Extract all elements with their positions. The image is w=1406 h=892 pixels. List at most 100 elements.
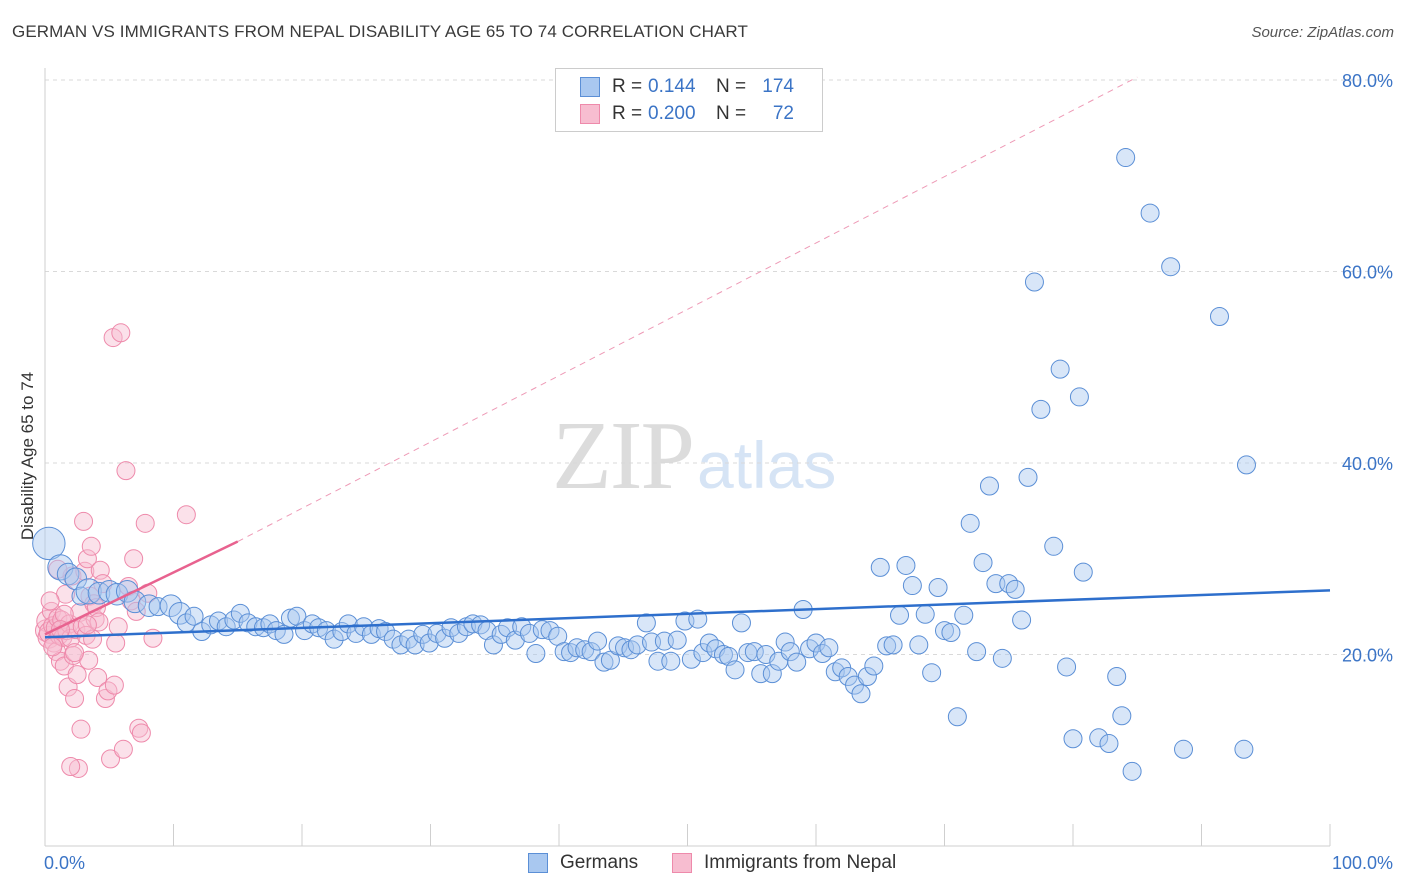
german-point (230, 603, 250, 623)
german-point (744, 642, 764, 662)
german-point (806, 633, 826, 653)
nepal-trend-line (44, 540, 239, 636)
german-point (902, 576, 922, 596)
legend-swatch-nepal (580, 104, 600, 124)
series-label-germans: Germans (560, 852, 639, 873)
german-point (890, 605, 910, 625)
nepal-point (111, 323, 131, 343)
german-point (851, 684, 871, 704)
german-point (857, 667, 877, 687)
legend-r-value: 0.200 (648, 103, 696, 124)
watermark: ZIPatlas (552, 400, 836, 512)
nepal-point (124, 549, 144, 569)
german-point (1024, 272, 1044, 292)
german-point (941, 622, 961, 642)
german-point (667, 630, 687, 650)
german-point (1107, 667, 1127, 687)
german-point (636, 613, 656, 633)
german-point (588, 631, 608, 651)
german-point (762, 664, 782, 684)
german-point (1116, 148, 1136, 168)
german-point (1089, 728, 1109, 748)
german-point (1161, 257, 1181, 277)
y-tick-label: 40.0% (1342, 454, 1393, 474)
german-point (519, 623, 539, 643)
german-point (376, 622, 396, 642)
german-point (877, 636, 897, 656)
nepal-point (101, 749, 121, 769)
german-point (581, 642, 601, 662)
german-point (391, 635, 411, 655)
watermark-atlas: atlas (697, 428, 837, 502)
german-point (184, 606, 204, 626)
nepal-point (71, 719, 91, 739)
legend-n-label: N = (716, 76, 747, 97)
series-legend: Germans Immigrants from Nepal (0, 852, 1406, 878)
nepal-point (74, 511, 94, 531)
chart-title: GERMAN VS IMMIGRANTS FROM NEPAL DISABILI… (12, 22, 748, 41)
german-point (1174, 739, 1194, 759)
german-point (960, 513, 980, 533)
german-point (947, 707, 967, 727)
german-point (608, 636, 628, 656)
german-point (594, 652, 614, 672)
german-point (973, 553, 993, 573)
german-point (1057, 657, 1077, 677)
german-point (1063, 729, 1083, 749)
german-point (954, 605, 974, 625)
german-point (1012, 610, 1032, 630)
legend-r-value: 0.144 (648, 76, 696, 97)
german-point (1236, 455, 1256, 475)
legend-n-value: 174 (762, 76, 794, 97)
axes (44, 68, 1331, 847)
nepal-point (88, 667, 108, 687)
german-point (567, 638, 587, 658)
german-point (159, 594, 183, 617)
german-point (909, 635, 929, 655)
german-point (1112, 706, 1132, 726)
german-point (526, 644, 546, 664)
german-point (731, 613, 751, 633)
german-point (896, 555, 916, 575)
german-point (787, 652, 807, 672)
german-point (979, 476, 999, 496)
nepal-trend-dashed (237, 76, 1138, 542)
series-legend-nepal[interactable]: Immigrants from Nepal (672, 852, 896, 874)
axis-labels: 20.0% 40.0% 60.0% 80.0% 0.0% 100.0% Disability… (18, 71, 1393, 873)
nepal-point (68, 758, 88, 778)
german-point (405, 635, 425, 655)
nepal-point (75, 561, 95, 581)
nepal-point (108, 617, 128, 637)
legend-row-germans: R = 0.144 N = 174 (580, 75, 794, 99)
german-point (1140, 203, 1160, 223)
nepal-point (176, 505, 196, 525)
nepal-point (67, 665, 87, 685)
german-point (992, 648, 1012, 668)
german-point (435, 628, 455, 648)
german-point (681, 649, 701, 669)
german-point (615, 638, 635, 658)
watermark-zip: ZIP (552, 402, 695, 510)
german-point (915, 604, 935, 624)
legend-n-value: 72 (772, 103, 794, 124)
nepal-point (131, 723, 151, 743)
nepal-point (89, 612, 109, 632)
german-point (627, 635, 647, 655)
german-point (295, 621, 315, 641)
grid-lines (45, 79, 1392, 655)
nepal-point (43, 637, 63, 657)
german-point (883, 635, 903, 655)
german-point (967, 642, 987, 662)
german-point (32, 526, 66, 561)
nepal-point (81, 536, 101, 556)
nepal-trend-extension (237, 76, 1138, 542)
series-legend-germans[interactable]: Germans (528, 852, 638, 874)
legend-r-label: R = (612, 76, 643, 97)
german-point (819, 638, 839, 658)
y-tick-label: 20.0% (1342, 646, 1393, 666)
nepal-point (106, 633, 126, 653)
german-point (554, 642, 574, 662)
german-point (864, 656, 884, 676)
german-point (1069, 387, 1089, 407)
nepal-point (77, 549, 97, 569)
